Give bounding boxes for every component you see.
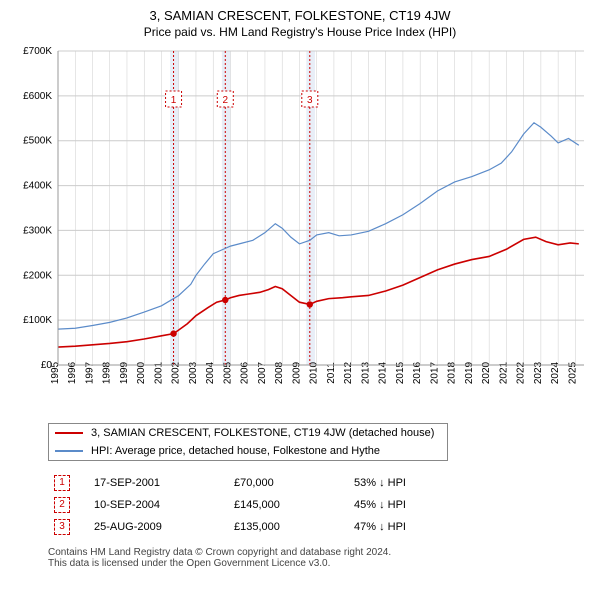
svg-text:£200K: £200K (23, 270, 52, 281)
event-price: £70,000 (228, 475, 348, 491)
event-date: 10-SEP-2004 (88, 497, 228, 513)
event-delta: 47% ↓ HPI (348, 519, 568, 535)
event-row: 3 25-AUG-2009£135,00047% ↓ HPI (48, 519, 568, 535)
footer: Contains HM Land Registry data © Crown c… (48, 547, 590, 569)
svg-text:£600K: £600K (23, 91, 52, 102)
legend-label: 3, SAMIAN CRESCENT, FOLKESTONE, CT19 4JW… (91, 427, 434, 439)
svg-text:£400K: £400K (23, 181, 52, 192)
event-row: 2 10-SEP-2004£145,00045% ↓ HPI (48, 497, 568, 513)
svg-text:2: 2 (223, 95, 229, 106)
legend: 3, SAMIAN CRESCENT, FOLKESTONE, CT19 4JW… (48, 423, 448, 461)
event-date: 17-SEP-2001 (88, 475, 228, 491)
svg-text:£700K: £700K (23, 46, 52, 57)
event-delta: 45% ↓ HPI (348, 497, 568, 513)
chart-container: 3, SAMIAN CRESCENT, FOLKESTONE, CT19 4JW… (0, 0, 600, 577)
event-row: 1 17-SEP-2001£70,00053% ↓ HPI (48, 475, 568, 491)
events-table: 1 17-SEP-2001£70,00053% ↓ HPI 2 10-SEP-2004… (48, 469, 568, 541)
legend-item: HPI: Average price, detached house, Folk… (49, 442, 447, 460)
svg-text:1: 1 (171, 95, 177, 106)
event-delta: 53% ↓ HPI (348, 475, 568, 491)
svg-text:£500K: £500K (23, 136, 52, 147)
svg-text:£100K: £100K (23, 315, 52, 326)
event-date: 25-AUG-2009 (88, 519, 228, 535)
chart-svg: £0£100K£200K£300K£400K£500K£600K£700K199… (10, 45, 590, 415)
legend-swatch (55, 450, 83, 452)
event-price: £145,000 (228, 497, 348, 513)
svg-text:£300K: £300K (23, 225, 52, 236)
event-price: £135,000 (228, 519, 348, 535)
chart-title: 3, SAMIAN CRESCENT, FOLKESTONE, CT19 4JW (10, 8, 590, 23)
legend-item: 3, SAMIAN CRESCENT, FOLKESTONE, CT19 4JW… (49, 424, 447, 442)
legend-swatch (55, 432, 83, 434)
legend-label: HPI: Average price, detached house, Folk… (91, 445, 380, 457)
footer-line-1: Contains HM Land Registry data © Crown c… (48, 547, 590, 558)
svg-text:3: 3 (307, 95, 313, 106)
event-marker: 2 (54, 497, 70, 513)
chart-plot: £0£100K£200K£300K£400K£500K£600K£700K199… (10, 45, 590, 415)
event-marker: 3 (54, 519, 70, 535)
chart-subtitle: Price paid vs. HM Land Registry's House … (10, 25, 590, 39)
event-marker: 1 (54, 475, 70, 491)
footer-line-2: This data is licensed under the Open Gov… (48, 558, 590, 569)
